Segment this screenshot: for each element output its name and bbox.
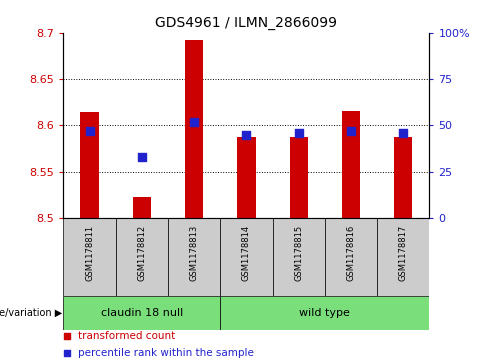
Text: GSM1178814: GSM1178814 — [242, 225, 251, 281]
Text: wild type: wild type — [300, 308, 350, 318]
Point — [399, 130, 407, 136]
Point — [190, 119, 198, 125]
Bar — [325, 218, 377, 296]
Text: GSM1178813: GSM1178813 — [190, 225, 199, 281]
Bar — [394, 136, 412, 218]
Bar — [220, 218, 273, 296]
Text: genotype/variation ▶: genotype/variation ▶ — [0, 308, 62, 318]
Text: claudin 18 null: claudin 18 null — [101, 308, 183, 318]
Bar — [273, 218, 325, 296]
Bar — [220, 296, 429, 330]
Text: GSM1178811: GSM1178811 — [85, 225, 94, 281]
Bar — [377, 218, 429, 296]
Bar — [81, 113, 99, 218]
Point — [347, 128, 355, 134]
Point — [86, 128, 94, 134]
Text: GSM1178812: GSM1178812 — [137, 225, 146, 281]
Point — [295, 130, 303, 136]
Bar — [185, 40, 203, 218]
Text: GSM1178817: GSM1178817 — [399, 225, 408, 281]
Point — [138, 154, 146, 160]
Text: transformed count: transformed count — [78, 331, 175, 341]
Text: GSM1178815: GSM1178815 — [294, 225, 303, 281]
Bar — [133, 197, 151, 218]
Point — [63, 333, 71, 339]
Text: GSM1178816: GSM1178816 — [346, 225, 356, 281]
Point — [63, 350, 71, 356]
Point — [243, 132, 250, 138]
Text: percentile rank within the sample: percentile rank within the sample — [78, 348, 254, 358]
Bar — [237, 136, 256, 218]
Bar — [289, 136, 308, 218]
Bar — [168, 218, 220, 296]
Title: GDS4961 / ILMN_2866099: GDS4961 / ILMN_2866099 — [156, 16, 337, 30]
Bar — [63, 296, 220, 330]
Bar — [63, 218, 116, 296]
Bar — [116, 218, 168, 296]
Bar — [342, 111, 360, 218]
